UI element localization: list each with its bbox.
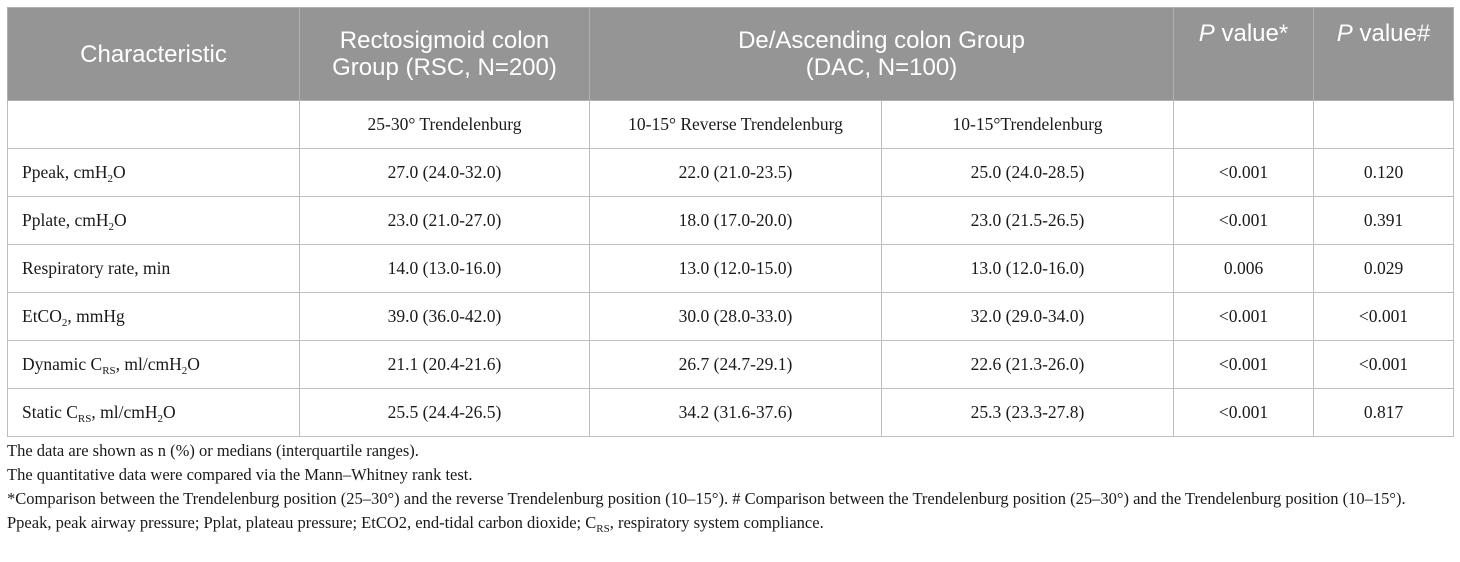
header-p1-rest: value*: [1214, 20, 1289, 47]
footnote-4-sub: RS: [596, 523, 610, 535]
footnote-4-post: , respiratory system compliance.: [609, 513, 824, 532]
header-rsc-line1: Rectosigmoid colon: [339, 27, 550, 54]
row-label-label-sub: 2: [107, 173, 114, 185]
row-label-label-pre: Pplate, cmH: [22, 210, 109, 230]
cell-p-value-hash: 0.391: [1313, 196, 1454, 245]
table-row: EtCO2, mmHg 39.0 (36.0-42.0) 30.0 (28.0-33…: [7, 292, 1454, 341]
row-label: Ppeak, cmH2O: [7, 148, 300, 197]
cell-dac-reverse: 13.0 (12.0-15.0): [589, 244, 882, 293]
subheader-empty-p1: [1173, 100, 1314, 149]
cell-p-value-star: 0.006: [1173, 244, 1314, 293]
cell-dac-trend: 25.0 (24.0-28.5): [881, 148, 1174, 197]
row-label-label-sub: 2: [61, 317, 68, 329]
data-table: Characteristic Rectosigmoid colon Group …: [7, 7, 1454, 437]
header-dac-line2: (DAC, N=100): [805, 54, 958, 81]
cell-dac-trend: 25.3 (23.3-27.8): [881, 388, 1174, 437]
cell-p-value-star: <0.001: [1173, 196, 1314, 245]
cell-p-value-star: <0.001: [1173, 292, 1314, 341]
cell-rsc: 25.5 (24.4-26.5): [299, 388, 590, 437]
row-label-label-sub2: 2: [157, 413, 163, 425]
row-label-label-post: , ml/cmH: [91, 402, 158, 422]
subheader-dac-trend: 10-15°Trendelenburg: [881, 100, 1174, 149]
row-label: Respiratory rate, min: [7, 244, 300, 293]
header-p-value-hash: P value#: [1313, 7, 1454, 101]
cell-dac-trend: 22.6 (21.3-26.0): [881, 340, 1174, 389]
table-row: Pplate, cmH2O 23.0 (21.0-27.0) 18.0 (17.0-…: [7, 196, 1454, 245]
row-label: EtCO2, mmHg: [7, 292, 300, 341]
cell-dac-reverse: 26.7 (24.7-29.1): [589, 340, 882, 389]
cell-p-value-hash: 0.817: [1313, 388, 1454, 437]
table-row: Respiratory rate, min 14.0 (13.0-16.0) 13.…: [7, 244, 1454, 293]
cell-p-value-hash: <0.001: [1313, 292, 1454, 341]
subheader-empty-p2: [1313, 100, 1454, 149]
cell-dac-trend: 32.0 (29.0-34.0): [881, 292, 1174, 341]
cell-rsc: 27.0 (24.0-32.0): [299, 148, 590, 197]
cell-rsc: 21.1 (20.4-21.6): [299, 340, 590, 389]
cell-dac-trend: 13.0 (12.0-16.0): [881, 244, 1174, 293]
header-p1-italic: P: [1198, 20, 1215, 47]
row-label-label-sub: RS: [77, 413, 92, 425]
header-rsc-group: Rectosigmoid colon Group (RSC, N=200): [299, 7, 590, 101]
table-row: Ppeak, cmH2O 27.0 (24.0-32.0) 22.0 (21.0-2…: [7, 148, 1454, 197]
row-label: Static CRS, ml/cmH2O: [7, 388, 300, 437]
row-label-label-post2: O: [187, 354, 200, 374]
row-label-label-post: O: [113, 162, 126, 182]
row-label-label-sub: 2: [108, 221, 115, 233]
table-row: Dynamic CRS, ml/cmH2O 21.1 (20.4-21.6) 26.…: [7, 340, 1454, 389]
footnote-4-pre: Ppeak, peak airway pressure; Pplat, plat…: [7, 513, 597, 532]
cell-p-value-star: <0.001: [1173, 148, 1314, 197]
cell-p-value-hash: 0.029: [1313, 244, 1454, 293]
footnote-4: Ppeak, peak airway pressure; Pplat, plat…: [7, 511, 1453, 535]
header-p-value-star: P value*: [1173, 7, 1314, 101]
row-label-label-pre: Dynamic C: [22, 354, 103, 374]
row-label-label-pre: Respiratory rate, min: [22, 258, 171, 278]
row-label-label-post: O: [114, 210, 127, 230]
cell-rsc: 23.0 (21.0-27.0): [299, 196, 590, 245]
table-container: Characteristic Rectosigmoid colon Group …: [7, 7, 1454, 535]
footnote-3: *Comparison between the Trendelenburg po…: [7, 489, 1406, 508]
subheader-dac-reverse: 10-15° Reverse Trendelenburg: [589, 100, 882, 149]
footnote-2: The quantitative data were compared via …: [7, 465, 473, 484]
cell-rsc: 39.0 (36.0-42.0): [299, 292, 590, 341]
row-label-label-pre: EtCO: [22, 306, 62, 326]
subheader-row: 25-30° Trendelenburg 10-15° Reverse Tren…: [7, 100, 1454, 149]
table-footnotes: The data are shown as n (%) or medians (…: [7, 439, 1453, 535]
cell-p-value-hash: 0.120: [1313, 148, 1454, 197]
row-label: Pplate, cmH2O: [7, 196, 300, 245]
cell-p-value-star: <0.001: [1173, 388, 1314, 437]
header-dac-line1: De/Ascending colon Group: [738, 27, 1025, 54]
cell-dac-reverse: 22.0 (21.0-23.5): [589, 148, 882, 197]
cell-rsc: 14.0 (13.0-16.0): [299, 244, 590, 293]
row-label-label-sub2: 2: [181, 365, 188, 377]
row-label-label-post: , mmHg: [67, 306, 125, 326]
footnote-1: The data are shown as n (%) or medians (…: [7, 441, 419, 460]
cell-dac-reverse: 18.0 (17.0-20.0): [589, 196, 882, 245]
table-row: Static CRS, ml/cmH2O 25.5 (24.4-26.5) 34.2…: [7, 388, 1454, 437]
header-dac-group: De/Ascending colon Group (DAC, N=100): [589, 7, 1174, 101]
row-label-label-pre: Ppeak, cmH: [22, 162, 108, 182]
row-label-label-post2: O: [162, 402, 176, 422]
header-p2-rest: value#: [1352, 20, 1431, 47]
row-label-label-pre: Static C: [22, 402, 78, 422]
cell-p-value-hash: <0.001: [1313, 340, 1454, 389]
row-label: Dynamic CRS, ml/cmH2O: [7, 340, 300, 389]
cell-dac-reverse: 30.0 (28.0-33.0): [589, 292, 882, 341]
header-characteristic: Characteristic: [7, 7, 300, 101]
cell-dac-reverse: 34.2 (31.6-37.6): [589, 388, 882, 437]
row-label-label-post: , ml/cmH: [115, 354, 182, 374]
header-p2-italic: P: [1336, 20, 1353, 47]
subheader-empty: [7, 100, 300, 149]
cell-dac-trend: 23.0 (21.5-26.5): [881, 196, 1174, 245]
row-label-label-sub: RS: [102, 365, 116, 377]
cell-p-value-star: <0.001: [1173, 340, 1314, 389]
subheader-rsc: 25-30° Trendelenburg: [299, 100, 590, 149]
header-rsc-line2: Group (RSC, N=200): [332, 54, 557, 81]
header-row: Characteristic Rectosigmoid colon Group …: [7, 7, 1454, 101]
